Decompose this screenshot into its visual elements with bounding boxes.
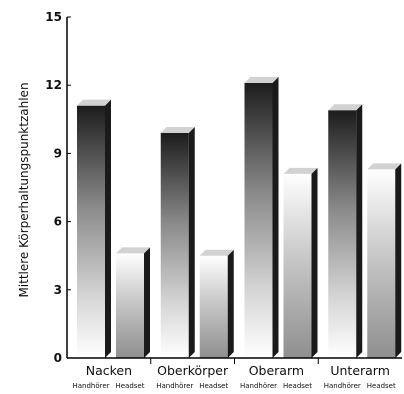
series-label: Headset bbox=[367, 382, 396, 390]
y-tick-label: 0 bbox=[54, 351, 62, 365]
bar-oberarm-1 bbox=[283, 173, 312, 358]
bar-side bbox=[188, 126, 195, 358]
series-label: Handhörer bbox=[156, 382, 193, 390]
series-label: Headset bbox=[199, 382, 228, 390]
bar-top bbox=[199, 249, 234, 256]
bar-oberkörper-0 bbox=[160, 132, 189, 358]
series-label: Handhörer bbox=[240, 382, 277, 390]
bar-side bbox=[105, 99, 111, 358]
bar-oberkörper-1 bbox=[199, 255, 228, 358]
y-tick-label: 15 bbox=[45, 10, 62, 24]
bar-nacken-0 bbox=[77, 105, 105, 358]
bar-top bbox=[367, 163, 402, 170]
y-tick-label: 6 bbox=[54, 215, 62, 229]
series-label: Handhörer bbox=[324, 382, 361, 390]
y-tick-label: 12 bbox=[45, 78, 62, 92]
category-label: Nacken bbox=[86, 363, 132, 378]
y-axis-label: Mittlere Körperhaltungspunktzahlen bbox=[17, 82, 31, 297]
y-tick-label: 9 bbox=[54, 146, 62, 160]
bar-side bbox=[272, 76, 279, 358]
bar-top bbox=[283, 167, 318, 174]
y-axis-ticks: 0 3 6 9 12 15 bbox=[45, 10, 71, 365]
bar-side bbox=[395, 163, 402, 358]
x-axis-labels: Handhörer Headset Nacken Handhörer Headset Ob… bbox=[72, 363, 396, 390]
bar-top bbox=[328, 104, 363, 111]
bar-side bbox=[311, 167, 318, 358]
bar-top bbox=[160, 126, 195, 133]
series-label: Headset bbox=[115, 382, 144, 390]
bar-oberarm-0 bbox=[244, 82, 273, 358]
bar-top bbox=[244, 76, 279, 83]
bar-unterarm-1 bbox=[367, 169, 396, 358]
y-tick-label: 3 bbox=[54, 283, 62, 297]
bar-top bbox=[116, 247, 150, 254]
category-label: Unterarm bbox=[330, 363, 390, 378]
axes bbox=[66, 17, 402, 364]
series-label: Headset bbox=[283, 382, 312, 390]
bar-unterarm-0 bbox=[328, 110, 357, 358]
bar-side bbox=[144, 247, 150, 358]
bar-top bbox=[77, 99, 111, 106]
category-label: Oberarm bbox=[249, 363, 304, 378]
series-label: Handhörer bbox=[72, 382, 109, 390]
category-label: Oberkörper bbox=[157, 363, 229, 378]
bar-side bbox=[227, 249, 234, 358]
bar-side bbox=[356, 104, 363, 358]
bars-group bbox=[77, 76, 402, 358]
bar-nacken-1 bbox=[116, 253, 144, 358]
